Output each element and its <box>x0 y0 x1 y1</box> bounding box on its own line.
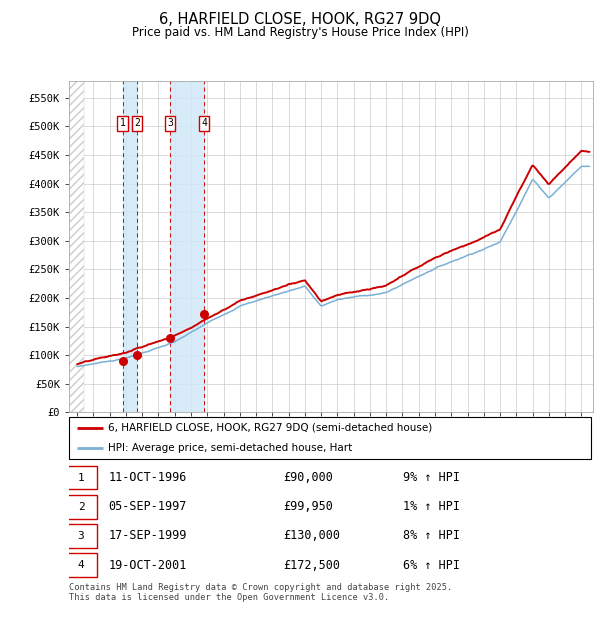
Bar <box>122 81 137 412</box>
Text: £130,000: £130,000 <box>283 529 340 542</box>
FancyBboxPatch shape <box>65 495 97 518</box>
Text: 9% ↑ HPI: 9% ↑ HPI <box>403 471 460 484</box>
Text: 4: 4 <box>77 560 85 570</box>
FancyBboxPatch shape <box>65 466 97 489</box>
FancyBboxPatch shape <box>69 417 591 459</box>
Text: Contains HM Land Registry data © Crown copyright and database right 2025.
This d: Contains HM Land Registry data © Crown c… <box>69 583 452 602</box>
Text: 17-SEP-1999: 17-SEP-1999 <box>108 529 187 542</box>
Text: 2: 2 <box>77 502 85 512</box>
Text: 1% ↑ HPI: 1% ↑ HPI <box>403 500 460 513</box>
Text: 1: 1 <box>119 118 125 128</box>
Text: 3: 3 <box>77 531 85 541</box>
Text: Price paid vs. HM Land Registry's House Price Index (HPI): Price paid vs. HM Land Registry's House … <box>131 26 469 39</box>
Text: 6, HARFIELD CLOSE, HOOK, RG27 9DQ (semi-detached house): 6, HARFIELD CLOSE, HOOK, RG27 9DQ (semi-… <box>108 423 433 433</box>
FancyBboxPatch shape <box>65 554 97 577</box>
Text: 1: 1 <box>77 472 85 483</box>
Text: 6, HARFIELD CLOSE, HOOK, RG27 9DQ: 6, HARFIELD CLOSE, HOOK, RG27 9DQ <box>159 12 441 27</box>
Text: £90,000: £90,000 <box>283 471 333 484</box>
Text: 3: 3 <box>167 118 173 128</box>
Text: 2: 2 <box>134 118 140 128</box>
FancyBboxPatch shape <box>65 525 97 547</box>
Text: 05-SEP-1997: 05-SEP-1997 <box>108 500 187 513</box>
Text: 8% ↑ HPI: 8% ↑ HPI <box>403 529 460 542</box>
Text: 19-OCT-2001: 19-OCT-2001 <box>108 559 187 572</box>
Text: £99,950: £99,950 <box>283 500 333 513</box>
Text: 6% ↑ HPI: 6% ↑ HPI <box>403 559 460 572</box>
Text: 11-OCT-1996: 11-OCT-1996 <box>108 471 187 484</box>
Text: £172,500: £172,500 <box>283 559 340 572</box>
Text: 4: 4 <box>201 118 207 128</box>
Bar <box>170 81 204 412</box>
Text: HPI: Average price, semi-detached house, Hart: HPI: Average price, semi-detached house,… <box>108 443 352 453</box>
